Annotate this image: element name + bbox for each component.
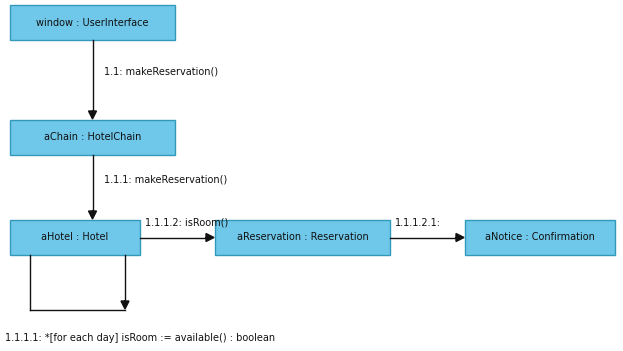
Text: 1.1.1.2.1:: 1.1.1.2.1: (395, 218, 441, 227)
Text: aHotel : Hotel: aHotel : Hotel (41, 232, 108, 243)
FancyBboxPatch shape (10, 5, 175, 40)
Text: 1.1.1: makeReservation(): 1.1.1: makeReservation() (105, 174, 228, 185)
FancyArrow shape (456, 233, 464, 241)
Text: 1.1.1.2: isRoom(): 1.1.1.2: isRoom() (145, 218, 228, 227)
Text: 1.1.1.1: *[for each day] isRoom := available() : boolean: 1.1.1.1: *[for each day] isRoom := avail… (5, 333, 275, 343)
FancyBboxPatch shape (465, 220, 615, 255)
FancyArrow shape (88, 211, 97, 219)
FancyArrow shape (88, 111, 97, 119)
FancyBboxPatch shape (10, 120, 175, 155)
Text: window : UserInterface: window : UserInterface (36, 18, 149, 27)
Text: aNotice : Confirmation: aNotice : Confirmation (485, 232, 595, 243)
Text: aReservation : Reservation: aReservation : Reservation (237, 232, 368, 243)
Text: 1.1: makeReservation(): 1.1: makeReservation() (105, 67, 219, 77)
FancyBboxPatch shape (10, 220, 140, 255)
FancyArrow shape (121, 301, 129, 309)
FancyArrow shape (206, 233, 214, 241)
Text: aChain : HotelChain: aChain : HotelChain (44, 132, 141, 143)
FancyBboxPatch shape (215, 220, 390, 255)
